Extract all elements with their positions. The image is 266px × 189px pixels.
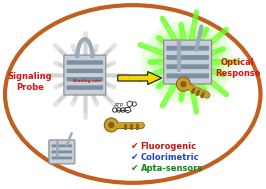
FancyBboxPatch shape — [49, 140, 75, 164]
FancyBboxPatch shape — [52, 156, 72, 159]
FancyBboxPatch shape — [66, 60, 103, 65]
Circle shape — [180, 81, 186, 87]
FancyBboxPatch shape — [66, 77, 103, 81]
Circle shape — [176, 77, 190, 91]
Text: Apta-sensors: Apta-sensors — [141, 164, 203, 173]
FancyBboxPatch shape — [164, 40, 211, 84]
FancyBboxPatch shape — [64, 55, 106, 95]
Ellipse shape — [5, 5, 260, 183]
Text: Signaling
Probe: Signaling Probe — [8, 72, 52, 92]
Text: ✔: ✔ — [131, 153, 139, 162]
Polygon shape — [118, 72, 162, 84]
Text: Optical
Response: Optical Response — [215, 58, 260, 78]
Circle shape — [108, 122, 114, 128]
FancyBboxPatch shape — [166, 46, 209, 51]
Text: Colorimetric: Colorimetric — [141, 153, 199, 162]
Ellipse shape — [158, 35, 218, 89]
FancyBboxPatch shape — [52, 144, 72, 147]
FancyBboxPatch shape — [166, 64, 209, 69]
Text: ✔: ✔ — [131, 164, 139, 173]
FancyBboxPatch shape — [166, 74, 209, 78]
Text: Fluorogenic: Fluorogenic — [141, 142, 197, 151]
Ellipse shape — [142, 20, 234, 104]
FancyBboxPatch shape — [66, 85, 103, 90]
Text: ✔: ✔ — [131, 142, 139, 151]
Text: Binding site: Binding site — [73, 79, 101, 83]
FancyBboxPatch shape — [166, 55, 209, 60]
FancyBboxPatch shape — [66, 69, 103, 73]
Circle shape — [104, 118, 118, 132]
Text: ATP: ATP — [114, 103, 124, 108]
FancyBboxPatch shape — [52, 150, 72, 153]
Ellipse shape — [151, 29, 224, 96]
